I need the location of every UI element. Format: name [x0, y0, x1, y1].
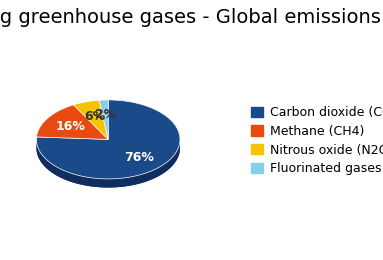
Polygon shape: [99, 100, 108, 139]
Text: 76%: 76%: [124, 151, 154, 164]
Text: 2%: 2%: [95, 108, 116, 121]
Text: Forcing greenhouse gases - Global emissions: Forcing greenhouse gases - Global emissi…: [0, 8, 381, 27]
Polygon shape: [36, 139, 180, 187]
Polygon shape: [74, 100, 108, 139]
Ellipse shape: [36, 108, 180, 187]
Polygon shape: [36, 100, 180, 179]
Polygon shape: [36, 105, 108, 139]
Legend: Carbon dioxide (CO2), Methane (CH4), Nitrous oxide (N2O), Fluorinated gases: Carbon dioxide (CO2), Methane (CH4), Nit…: [248, 104, 383, 178]
Text: 16%: 16%: [56, 120, 85, 133]
Text: 6%: 6%: [84, 110, 105, 123]
